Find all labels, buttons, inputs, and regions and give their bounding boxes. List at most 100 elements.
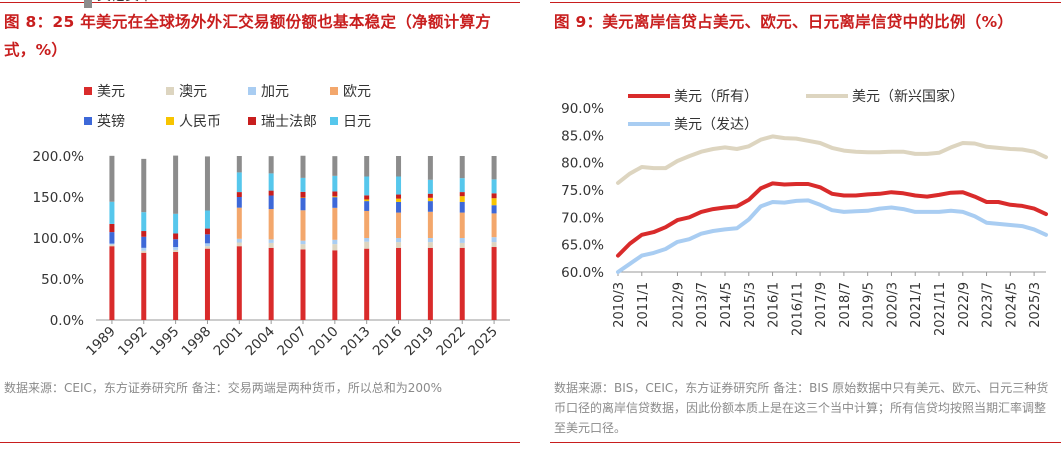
x-tick-label: 2022/9 [957,282,972,328]
bar-segment [396,176,402,195]
y-tick-label: 85.0% [561,128,604,144]
bar-segment [204,243,210,247]
bar-segment [141,158,147,213]
bar-segment [268,173,274,191]
bar-segment [332,250,338,320]
bar-segment [427,197,433,202]
bar-segment [173,213,179,234]
y-tick-label: 150.0% [33,190,85,206]
bar-segment [109,155,115,202]
bar-segment [332,197,338,208]
bar-segment [491,242,497,248]
bar-segment [236,207,242,239]
bar-segment [236,197,242,208]
bar-segment [427,201,433,212]
bar-segment [332,239,338,245]
x-tick-label: 2013/7 [695,282,710,328]
bar-segment [396,156,402,177]
x-tick-label: 2001 [211,324,247,360]
legend-swatch [248,87,256,95]
x-tick-label: 2014/5 [719,282,734,328]
bar-segment [427,156,433,180]
bar-segment [173,233,179,240]
x-tick-label: 2016/11 [790,282,805,336]
bar-segment [491,205,497,214]
bar-segment [300,240,306,245]
bar-segment [109,243,115,245]
bar-segment [268,247,274,320]
bottom-rule [550,442,1061,443]
x-tick-label: 2015/3 [743,282,758,328]
bar-segment [332,244,338,251]
bar-segment [427,247,433,320]
x-tick-label: 2011/1 [636,282,651,328]
bar-segment [332,196,338,198]
bar-segment [109,246,115,320]
y-tick-label: 50.0% [41,272,84,288]
bar-segment [332,207,338,240]
x-tick-label: 2023/7 [981,282,996,328]
bar-segment [491,156,497,180]
bar-segment [459,247,465,320]
bar-segment [141,247,147,251]
x-tick-label: 2016 [370,324,406,360]
bar-segment [459,178,465,193]
bar-segment [268,190,274,196]
bar-segment [396,201,402,213]
bar-segment [332,175,338,192]
bar-segment [300,191,306,198]
legend-label: 瑞士法郎 [261,114,317,130]
bar-segment [396,247,402,320]
legend-label: 欧元 [343,84,371,100]
x-tick-label: 2017/9 [814,282,829,328]
legend-swatch [84,87,92,95]
legend-label: 加元 [261,84,289,100]
legend-label: 美元（新兴国家） [852,88,964,105]
legend-label: 美元（发达） [674,117,758,133]
bottom-rule [0,442,520,443]
bar-segment [491,213,497,238]
bar-segment [236,242,242,247]
bar-segment [396,238,402,243]
y-tick-label: 65.0% [561,238,604,254]
x-tick-label: 1989 [83,324,119,360]
bar-segment [427,211,433,238]
bar-segment [236,192,242,197]
bar-segment [204,246,210,249]
bar-segment [236,238,242,243]
bar-segment [459,212,465,238]
y-tick-label: 0.0% [50,313,84,329]
legend-swatch [166,117,174,125]
bar-segment [396,212,402,238]
x-tick-label: 2021/11 [933,282,948,336]
bar-segment [173,155,179,214]
x-tick-label: 2004 [242,324,278,360]
line-chart: 60.0% 65.0% 70.0% 75.0% 80.0% 85.0% 90.0% 2010/… [561,88,1048,336]
bar-segment [491,193,497,199]
series-line [616,198,1048,274]
x-tick-label: 2025/3 [1028,282,1043,328]
bar-segment [459,156,465,179]
legend-swatch [330,87,338,95]
legend-swatch [330,117,338,125]
source-note: 数据来源：CEIC，东方证券研究所 备注：交易两端是两种货币，所以总和为200% [4,381,443,395]
bar-segment [236,246,242,320]
bar-segment [364,210,370,238]
bar-segment [332,191,338,197]
bar-segment [141,236,147,248]
x-tick-label: 2016/1 [767,282,782,328]
bar-segment [300,244,306,250]
bar-segment [364,238,370,242]
x-tick-label: 2010/3 [612,282,627,328]
bar-segment [427,179,433,194]
x-tick-label: 2024/5 [1004,282,1019,328]
bar-segment [491,247,497,320]
bar-segment [268,209,274,240]
y-tick-label: 60.0% [561,265,604,281]
source-note: 数据来源：BIS，CEIC，东方证券研究所 备注：BIS 原始数据中只有美元、欧… [554,381,1049,435]
bar-segment [427,238,433,243]
bar-segment [109,223,115,233]
bar-segment [204,248,210,320]
x-tick-label: 2007 [274,324,310,360]
bar-segment [204,156,210,211]
